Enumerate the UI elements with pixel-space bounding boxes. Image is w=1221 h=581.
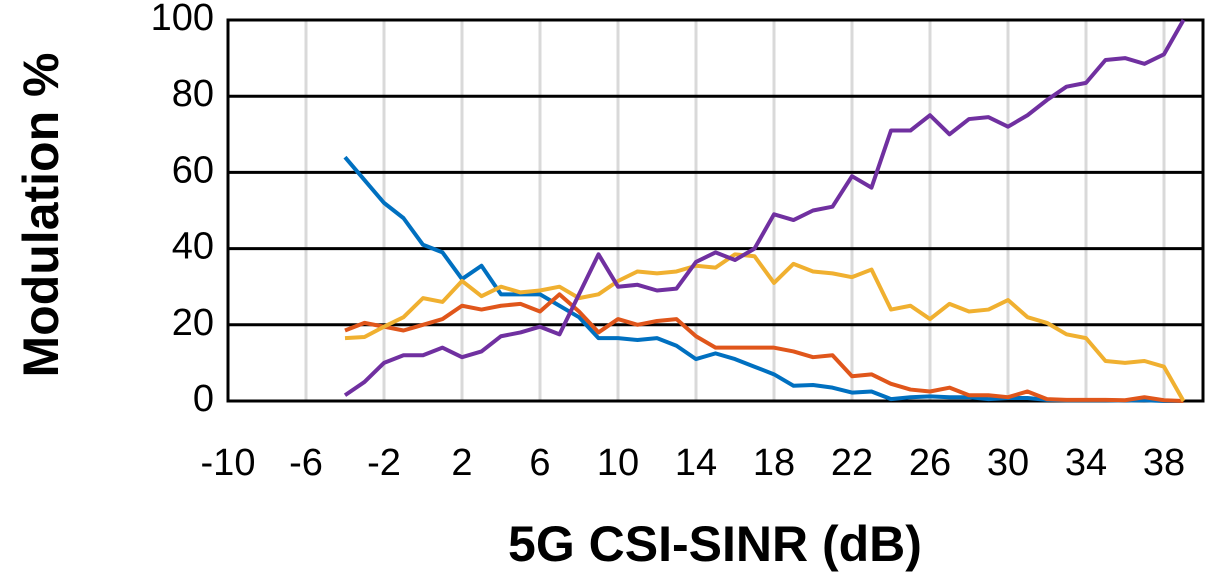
data-line <box>343 155 1184 403</box>
x-tick-label: 10 <box>597 442 639 484</box>
y-tick-label: 100 <box>151 0 214 39</box>
x-tick-label: 18 <box>753 442 795 484</box>
y-tick-label: 0 <box>193 378 214 420</box>
data-line <box>343 19 1186 397</box>
x-tick-label: 6 <box>529 442 550 484</box>
data-line <box>344 292 1184 403</box>
x-tick-label: 38 <box>1143 442 1185 484</box>
y-tick-label: 80 <box>172 73 214 115</box>
data-line <box>344 252 1186 402</box>
x-axis-label: 5G CSI-SINR (dB) <box>508 516 922 572</box>
x-tick-label: -2 <box>367 442 401 484</box>
y-tick-label: 20 <box>172 302 214 344</box>
x-tick-label: 14 <box>675 442 717 484</box>
x-tick-label: 26 <box>909 442 951 484</box>
y-axis-label: Modulation % <box>13 53 69 378</box>
x-tick-label: -6 <box>289 442 323 484</box>
x-tick-label: 34 <box>1065 442 1107 484</box>
x-tick-label: -10 <box>201 442 256 484</box>
y-tick-label: 60 <box>172 149 214 191</box>
plot-frame <box>226 18 1205 403</box>
y-tick-label: 40 <box>172 226 214 268</box>
x-tick-label: 30 <box>987 442 1029 484</box>
x-tick-label: 22 <box>831 442 873 484</box>
x-tick-label: 2 <box>451 442 472 484</box>
